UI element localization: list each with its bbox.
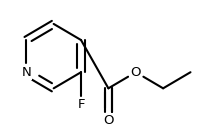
Text: O: O	[130, 66, 141, 79]
Text: F: F	[77, 98, 85, 111]
Text: N: N	[21, 66, 31, 79]
Text: O: O	[103, 114, 114, 127]
